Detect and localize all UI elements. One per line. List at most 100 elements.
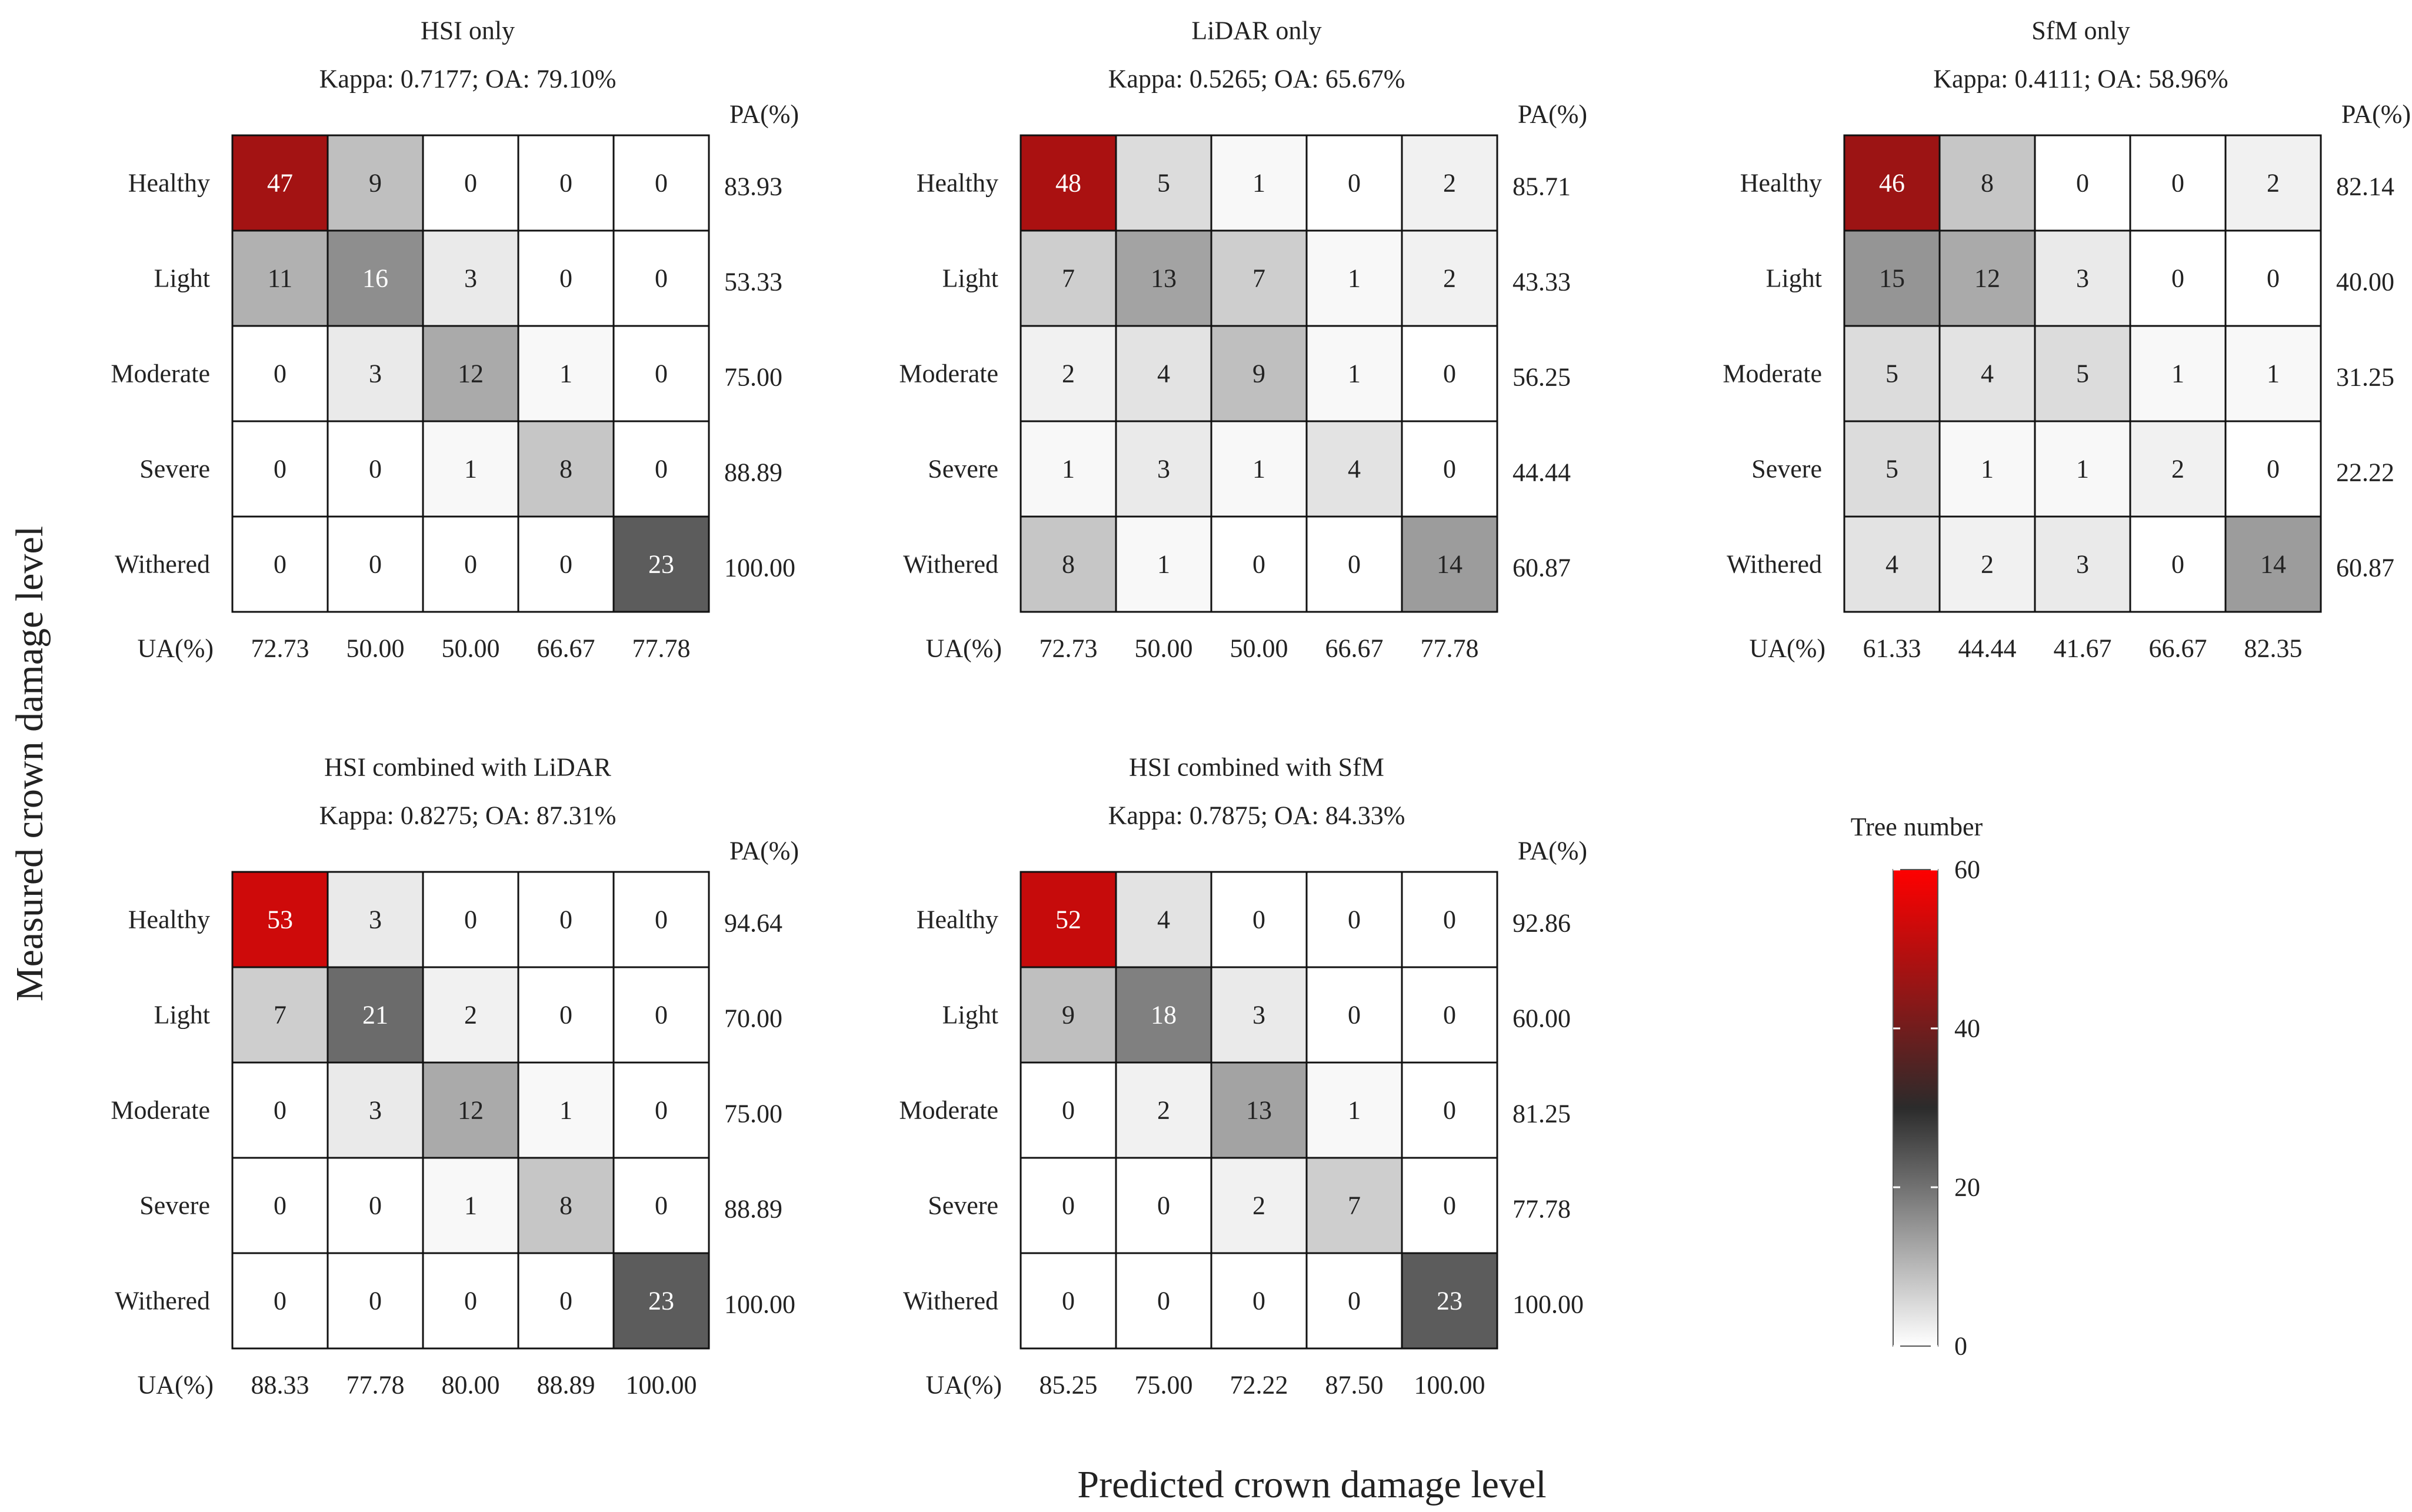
- matrix-cell: [612, 420, 710, 518]
- matrix-cell: [1401, 420, 1498, 518]
- cell-value: 0: [1252, 550, 1265, 579]
- pa-value: 92.86: [1513, 909, 1571, 938]
- colorbar-ticks: 0 20 40 60: [1893, 855, 1980, 1361]
- panel-3: SfM only Kappa: 0.4111; OA: 58.96% PA(%) He…: [1723, 16, 2411, 663]
- matrix-cell: [1020, 229, 1117, 327]
- matrix-cell: [327, 871, 424, 968]
- pa-header: PA(%): [2341, 100, 2411, 129]
- cell-value: 9: [369, 169, 382, 198]
- matrix-cell: [612, 871, 710, 968]
- matrix-cell: [2224, 134, 2322, 232]
- ua-value: 50.00: [1230, 634, 1288, 663]
- cell-value: 0: [1348, 169, 1361, 198]
- matrix-cell: [2224, 420, 2322, 518]
- ua-value: 77.78: [1421, 634, 1479, 663]
- cell-value: 1: [559, 1096, 572, 1125]
- row-label: Moderate: [1723, 359, 1822, 388]
- matrix-cell: [517, 871, 615, 968]
- colorbar: Tree number 0 20 40 60: [1851, 812, 1983, 1361]
- cell-value: 0: [1348, 1287, 1361, 1315]
- cell-value: 0: [1062, 1287, 1075, 1315]
- cell-value: 1: [1252, 455, 1265, 484]
- ua-value: 100.00: [626, 1371, 697, 1400]
- colorbar-tick-label: 0: [1954, 1332, 1967, 1361]
- cell-value: 1: [1252, 169, 1265, 198]
- cell-value: 23: [1437, 1287, 1462, 1315]
- pa-value: 100.00: [724, 554, 795, 582]
- cell-value: 9: [1062, 1001, 1075, 1030]
- cell-value: 3: [1157, 455, 1170, 484]
- y-axis-title: Measured crown damage level: [8, 526, 51, 1001]
- cell-value: 0: [1443, 359, 1456, 388]
- colorbar-tick-label: 60: [1954, 855, 1980, 884]
- cell-value: 4: [1885, 550, 1898, 579]
- cell-value: 0: [559, 264, 572, 293]
- cell-value: 9: [1252, 359, 1265, 388]
- ua-value: 41.67: [2054, 634, 2112, 663]
- panel-title: HSI combined with LiDAR: [324, 753, 611, 782]
- cell-value: 12: [458, 1096, 484, 1125]
- colorbar-tick-label: 20: [1954, 1173, 1980, 1202]
- matrix-cell: [612, 229, 710, 327]
- cell-value: 0: [1443, 455, 1456, 484]
- matrix-cell: [1115, 325, 1212, 422]
- matrix-cell: [231, 1157, 329, 1254]
- matrix-cell: [1210, 1061, 1308, 1159]
- pa-header: PA(%): [729, 100, 799, 129]
- matrix-cell: [1401, 325, 1498, 422]
- cell-value: 0: [1157, 1191, 1170, 1220]
- row-label: Withered: [903, 1287, 998, 1315]
- matrix-cell: [2129, 325, 2227, 422]
- matrix-cell: [517, 1252, 615, 1350]
- ua-header: UA(%): [925, 634, 1002, 663]
- pa-header: PA(%): [1518, 100, 1587, 129]
- cell-value: 0: [464, 1287, 477, 1315]
- cell-value: 4: [1348, 455, 1361, 484]
- row-label: Severe: [928, 1191, 998, 1220]
- row-label: Withered: [115, 550, 210, 579]
- cell-value: 2: [1252, 1191, 1265, 1220]
- cell-value: 23: [648, 550, 674, 579]
- cell-value: 1: [1062, 455, 1075, 484]
- cell-value: 1: [559, 359, 572, 388]
- matrix-cell: [1305, 1252, 1403, 1350]
- matrix-cell: [1210, 420, 1308, 518]
- ua-value: 100.00: [1414, 1371, 1485, 1400]
- row-label: Healthy: [1740, 169, 1822, 198]
- matrix-cell: [612, 1061, 710, 1159]
- cell-value: 8: [1062, 550, 1075, 579]
- cell-value: 0: [655, 264, 668, 293]
- pa-value: 77.78: [1513, 1195, 1571, 1224]
- matrix-cell: [1938, 515, 2036, 613]
- x-axis-title: Predicted crown damage level: [1077, 1463, 1546, 1506]
- matrix-cell: [1305, 871, 1403, 968]
- pa-value: 88.89: [724, 458, 782, 487]
- cell-value: 0: [655, 1096, 668, 1125]
- panel-stats: Kappa: 0.7875; OA: 84.33%: [1108, 801, 1405, 830]
- panel-stats: Kappa: 0.4111; OA: 58.96%: [1933, 65, 2228, 94]
- matrix-cell: [1115, 871, 1212, 968]
- pa-value: 60.00: [1513, 1004, 1571, 1033]
- cell-value: 3: [1252, 1001, 1265, 1030]
- cell-value: 2: [1157, 1096, 1170, 1125]
- matrix-cell: [422, 871, 519, 968]
- ua-header: UA(%): [925, 1371, 1002, 1400]
- matrix-cell: [2034, 134, 2131, 232]
- cell-value: 7: [1252, 264, 1265, 293]
- cell-value: 0: [464, 550, 477, 579]
- row-label: Moderate: [111, 1096, 210, 1125]
- cell-value: 15: [1879, 264, 1905, 293]
- pa-value: 75.00: [724, 363, 782, 392]
- ua-value: 66.67: [537, 634, 595, 663]
- cell-value: 1: [464, 455, 477, 484]
- row-label: Severe: [139, 455, 210, 484]
- matrix-cell: [2129, 229, 2227, 327]
- confusion-matrix-panels: HSI only Kappa: 0.7177; OA: 79.10% PA(%) He…: [111, 16, 2411, 1400]
- row-label: Severe: [1751, 455, 1822, 484]
- cell-value: 1: [1157, 550, 1170, 579]
- pa-value: 44.44: [1513, 458, 1571, 487]
- matrix-cell: [1401, 1061, 1498, 1159]
- matrix-cell: [1115, 515, 1212, 613]
- row-label: Severe: [139, 1191, 210, 1220]
